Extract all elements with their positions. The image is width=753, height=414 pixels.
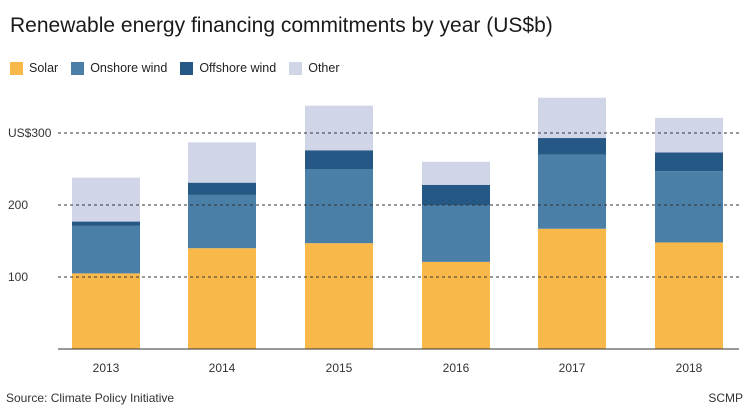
legend-swatch-solar [10,61,23,75]
x-tick-2016: 2016 [443,361,470,375]
legend-item-other: Other [289,61,339,75]
bar-2013-solar [72,273,140,349]
bar-2015-solar [305,243,373,349]
bar-2014-solar [188,248,256,349]
credit: SCMP [708,391,743,405]
bar-2014-onshore-wind [188,194,256,249]
bar-2013-onshore-wind [72,225,140,274]
bar-2016-other [422,161,490,185]
legend-item-solar: Solar [10,61,58,75]
bar-2018-offshore-wind [655,152,723,172]
y-tick-100: 100 [8,270,28,284]
x-tick-2017: 2017 [559,361,586,375]
x-tick-2018: 2018 [676,361,703,375]
bar-2015-offshore-wind [305,150,373,169]
bar-2014-offshore-wind [188,182,256,195]
y-tick-200: 200 [8,198,28,212]
chart-title: Renewable energy financing commitments b… [10,14,553,37]
y-tick-300: US$300 [8,126,52,140]
legend-label-other: Other [308,61,340,75]
bar-2016-offshore-wind [422,184,490,205]
bar-2018-solar [655,242,723,349]
bar-2014-other [188,142,256,183]
bar-2016-solar [422,261,490,349]
legend-swatch-onshore-wind [71,61,85,75]
stacked-bar-chart: 100 200 US$300 2013 2014 2015 2016 2017 2018 [8,97,739,375]
bar-2017-offshore-wind [538,138,606,155]
x-tick-2015: 2015 [326,361,353,375]
bar-2017-other [538,97,606,139]
bar-2018-onshore-wind [655,171,723,243]
bar-2015-onshore-wind [305,169,373,244]
legend-label-offshore-wind: Offshore wind [199,61,277,75]
legend-label-solar: Solar [29,61,59,75]
legend-item-onshore-wind: Onshore wind [71,61,167,75]
bar-2018-other [655,117,723,153]
x-tick-2013: 2013 [93,361,120,375]
bar-2013-offshore-wind [72,221,140,226]
source-note: Source: Climate Policy Initiative [6,391,175,405]
bar-2016-onshore-wind [422,205,490,262]
legend-label-onshore-wind: Onshore wind [90,61,168,75]
x-tick-2014: 2014 [209,361,236,375]
bar-2017-solar [538,228,606,349]
legend: Solar Onshore wind Offshore wind Other [10,61,352,75]
bar-2015-other [305,105,373,151]
bar-2017-onshore-wind [538,154,606,229]
legend-swatch-other [289,61,303,75]
legend-swatch-offshore-wind [180,61,194,75]
bar-2013-other [72,177,140,222]
legend-item-offshore-wind: Offshore wind [180,61,276,75]
